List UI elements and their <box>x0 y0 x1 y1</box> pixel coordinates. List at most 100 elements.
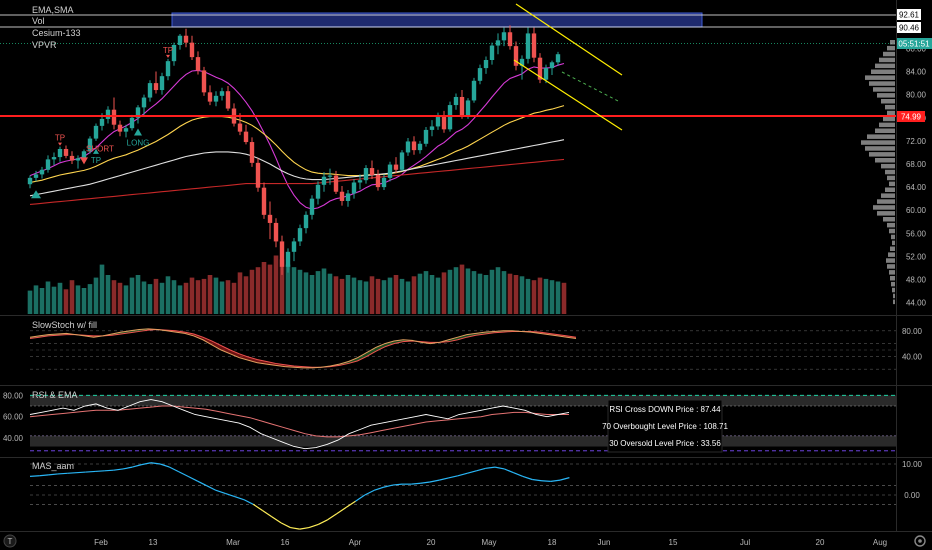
candle-body <box>315 184 321 199</box>
volume-bar <box>99 264 105 314</box>
vpvr-bar <box>883 116 895 122</box>
time-axis[interactable]: Feb 13 Mar 16 Apr 20 May 18 Jun 15 Jul 20 Aug <box>94 538 887 547</box>
price-tick-label: 68.00 <box>906 160 927 169</box>
mas-pane[interactable] <box>29 462 896 530</box>
candle-body <box>387 164 393 178</box>
candle-body <box>369 168 375 175</box>
price-tick-label: 44.00 <box>906 299 927 308</box>
candle-body <box>411 141 417 151</box>
svg-text:05:51:51: 05:51:51 <box>898 40 930 49</box>
candle-body <box>447 105 453 130</box>
volume-bars <box>27 255 567 314</box>
signal-tp-label: TP <box>163 46 173 55</box>
volume-bar <box>141 281 147 314</box>
mas-label[interactable]: MAS_aam <box>32 461 74 471</box>
price-tick-label: 84.00 <box>906 68 927 77</box>
volume-bar <box>33 285 39 314</box>
candle-body <box>363 168 369 181</box>
mas-segment <box>299 526 310 530</box>
volume-bar <box>285 264 291 314</box>
stoch-label[interactable]: SlowStoch w/ fill <box>32 320 97 330</box>
time-tick-label: 20 <box>427 538 436 547</box>
volume-bar <box>117 282 123 314</box>
price-tag-support: 74.99 <box>897 111 925 122</box>
stoch-pane[interactable] <box>29 328 896 370</box>
rsi-lower-band <box>30 435 896 447</box>
mas-lines <box>29 462 896 530</box>
volume-bar <box>273 255 279 314</box>
price-tick-label: 56.00 <box>906 229 927 238</box>
signal-markers: TP SHORT TP LONG TP <box>31 46 173 199</box>
rsi-line <box>29 399 570 450</box>
tv-logo[interactable]: T <box>3 534 17 548</box>
price-pane[interactable]: TP SHORT TP LONG TP <box>0 3 896 314</box>
main-legend[interactable]: EMA,SMA Vol Cesium-133 VPVR <box>32 5 81 50</box>
vpvr-bar <box>893 299 895 305</box>
vpvr-bar <box>881 193 895 198</box>
price-tick-label: 52.00 <box>906 252 927 261</box>
mas-segment <box>169 466 180 473</box>
stoch-tick-label: 80.00 <box>902 327 923 336</box>
rsi-axis[interactable]: 80.00 60.00 40.00 <box>3 391 24 443</box>
volume-bar <box>537 277 543 314</box>
volume-bar <box>315 271 321 314</box>
mas-segment <box>225 492 235 498</box>
candle-body <box>81 151 87 159</box>
price-axis[interactable]: 44.00 48.00 52.00 56.00 60.00 64.00 68.00 72.00… <box>906 44 927 307</box>
volume-bar <box>39 288 45 314</box>
mas-segment <box>541 480 551 482</box>
volume-bar <box>543 278 549 314</box>
volume-bar <box>261 262 267 314</box>
rsi-pane[interactable] <box>29 394 896 452</box>
mas-axis[interactable]: 10.00 0.00 <box>902 460 923 500</box>
mas-segment <box>234 495 245 501</box>
mas-segment <box>336 506 347 515</box>
ma-line-sma_slow <box>29 158 565 205</box>
candle-body <box>279 241 285 267</box>
legend-vol: Vol <box>32 16 45 26</box>
rsi-label[interactable]: RSI & EMA <box>32 390 78 400</box>
candle-body <box>141 97 147 108</box>
signal-long-arrow <box>134 128 142 136</box>
volume-bar <box>495 267 501 314</box>
svg-text:74.99: 74.99 <box>901 113 922 122</box>
mas-segment <box>411 482 421 485</box>
candle-body <box>405 141 411 153</box>
volume-bar <box>555 281 561 314</box>
price-tick-label: 80.00 <box>906 91 927 100</box>
mas-segment <box>262 510 273 518</box>
vpvr-bar <box>865 146 895 151</box>
mas-segment <box>345 500 356 508</box>
candle-body <box>255 162 261 188</box>
volume-bar <box>51 286 57 314</box>
candle-body <box>183 35 189 43</box>
mas-segment <box>364 489 375 496</box>
candle-body <box>519 58 525 66</box>
stoch-axis[interactable]: 80.00 40.00 <box>902 327 923 362</box>
vpvr-bar <box>881 99 895 104</box>
time-tick-label: Apr <box>349 538 362 547</box>
candle-body <box>441 116 447 130</box>
mas-segment <box>290 526 300 530</box>
settings-gear-icon[interactable] <box>914 535 926 547</box>
volume-bar <box>405 281 411 314</box>
volume-bar <box>225 280 231 314</box>
mas-segment <box>504 468 514 474</box>
candle-body <box>129 117 135 129</box>
vpvr-bar <box>889 181 895 187</box>
candle-body <box>165 61 171 77</box>
volume-bar <box>243 276 249 314</box>
legend-vpvr: VPVR <box>32 40 57 50</box>
mas-segment <box>160 463 170 468</box>
volume-bar <box>453 267 459 314</box>
vpvr-bar <box>887 222 895 228</box>
volume-bar <box>531 280 537 314</box>
volume-bar <box>345 275 351 314</box>
mas-segment <box>550 479 561 482</box>
candle-body <box>33 174 39 178</box>
candle-body <box>471 80 477 101</box>
candle-body <box>375 174 381 188</box>
candle-body <box>273 222 279 242</box>
time-tick-label: 13 <box>149 538 158 547</box>
